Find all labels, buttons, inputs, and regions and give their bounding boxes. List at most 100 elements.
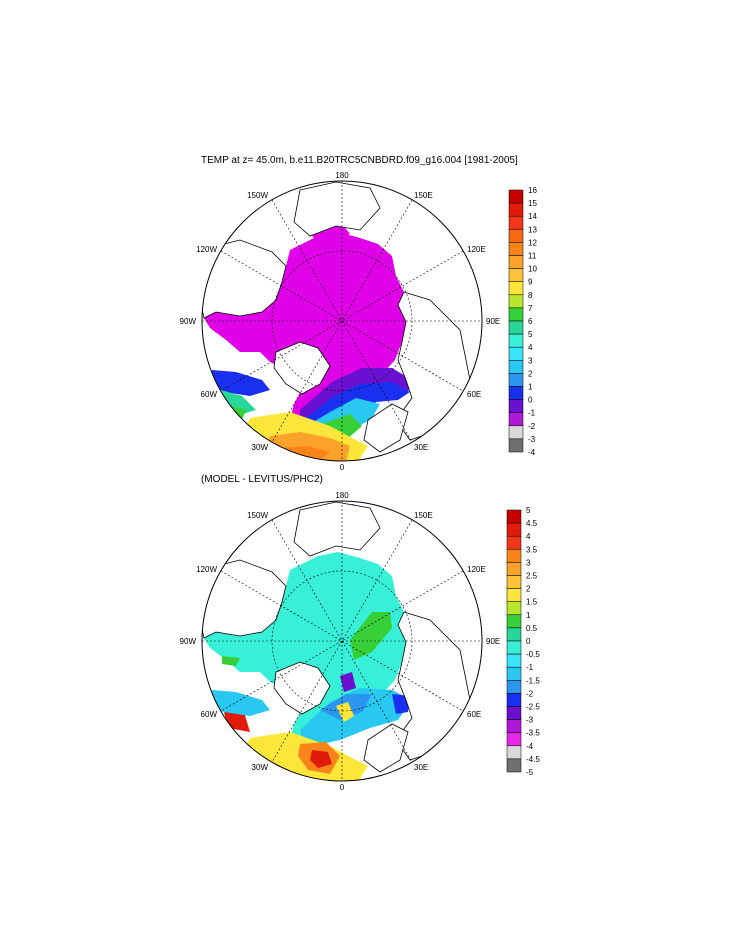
colorbar1-box — [508, 373, 524, 387]
colorbar2-tick-label: -3 — [526, 716, 534, 725]
colorbar2-tick-label: 4.5 — [526, 519, 538, 528]
colorbar1-tick-label: 10 — [528, 265, 537, 274]
p2-canada-green — [222, 656, 240, 666]
p1-lbl-60w: 60W — [201, 390, 218, 399]
colorbar1-box — [508, 425, 524, 440]
colorbar2-tick-label: 4 — [526, 532, 531, 541]
p1-lbl-30w: 30W — [252, 443, 269, 452]
panel2-colorbar: 5 4.5 4 3.5 3 2.5 2 1.5 1 0.5 0 -0.5 -1 -1.5 -2 -2.5 -3 -… — [506, 506, 540, 777]
p2-baffin-blue — [208, 690, 270, 716]
p2-lbl-150w: 150W — [247, 511, 268, 520]
p1-bering-purple — [312, 226, 350, 242]
colorbar1-tick-label: 1 — [528, 383, 533, 392]
p1-lbl-90e: 90E — [486, 317, 500, 326]
p1-lbl-0: 0 — [340, 463, 345, 472]
p2-fram-purple — [340, 672, 356, 692]
colorbar1-box — [508, 202, 524, 217]
p1-land-greenland — [273, 341, 331, 395]
p2-land-greenland — [273, 661, 331, 715]
colorbar1-box — [508, 268, 524, 282]
colorbar2-box — [506, 535, 522, 550]
colorbar2-tick-label: -5 — [526, 768, 534, 777]
p2-lbl-150e: 150E — [414, 511, 433, 520]
colorbar1-box — [508, 229, 524, 243]
p1-land-america — [202, 239, 287, 319]
colorbar1-box — [508, 438, 524, 453]
p2-lbl-60w: 60W — [201, 710, 218, 719]
colorbar2-box — [506, 745, 522, 760]
colorbar1-tick-label: 11 — [528, 252, 537, 261]
colorbar1-tick-label: 4 — [528, 343, 533, 352]
panel2-map: 180 0 90W 90E 150W 120W 150E 120E 60W 30… — [180, 491, 541, 792]
colorbar1-box — [508, 333, 524, 348]
colorbar1-box — [508, 412, 524, 427]
colorbar2-box — [506, 666, 522, 681]
p1-graticule — [202, 181, 482, 461]
colorbar2-tick-label: 2.5 — [526, 572, 538, 581]
panel1-title: TEMP at z= 45.0m, b.e11.B20TRC5CNBDRD.f0… — [201, 155, 518, 166]
colorbar1-tick-label: 5 — [528, 330, 533, 339]
p1-land-eurasia — [395, 291, 471, 441]
p1-lbl-150e: 150E — [414, 191, 433, 200]
colorbar1-tick-label: 9 — [528, 278, 533, 287]
p2-lbl-90e: 90E — [486, 637, 500, 646]
p2-lbl-90w: 90W — [180, 637, 197, 646]
p2-siberian-green — [350, 612, 392, 660]
colorbar1-box — [508, 307, 524, 322]
colorbar1-box — [508, 346, 524, 361]
colorbar1-tick-label: 6 — [528, 317, 533, 326]
colorbar1-box — [508, 189, 524, 204]
colorbar1-box — [508, 281, 524, 296]
p2-lbl-30w: 30W — [252, 763, 269, 772]
colorbar1-tick-label: 8 — [528, 291, 533, 300]
colorbar1-tick-label: -3 — [528, 435, 536, 444]
colorbar2-box — [506, 680, 522, 694]
colorbar2-tick-label: 5 — [526, 506, 531, 515]
p1-lbl-150w: 150W — [247, 191, 268, 200]
p1-baffin — [208, 370, 270, 396]
panel2-title: (MODEL - LEVITUS/PHC2) — [201, 474, 323, 485]
colorbar1-tick-label: 15 — [528, 199, 537, 208]
colorbar1-tick-label: 16 — [528, 186, 537, 195]
colorbar2-tick-label: -2.5 — [526, 703, 540, 712]
colorbar1-tick-label: 14 — [528, 212, 537, 221]
colorbar2-tick-label: 0.5 — [526, 624, 538, 633]
colorbar1-box — [508, 399, 524, 413]
colorbar1-tick-label: -2 — [528, 422, 536, 431]
panel1-map: 180 0 90W 90E 150W 120W 150E 120E 60W 30… — [180, 171, 538, 472]
colorbar2-tick-label: 3.5 — [526, 545, 538, 554]
colorbar2-box — [506, 706, 522, 720]
p2-land-america — [202, 559, 287, 639]
p1-lbl-30e: 30E — [414, 443, 428, 452]
colorbar1-tick-label: 7 — [528, 304, 533, 313]
colorbar2-box — [506, 627, 522, 642]
colorbar2-tick-label: -3.5 — [526, 729, 540, 738]
colorbar1-tick-label: 2 — [528, 369, 533, 378]
colorbar2-tick-label: -4.5 — [526, 755, 540, 764]
colorbar1-box — [508, 386, 524, 400]
colorbar1-box — [508, 294, 524, 309]
colorbar2-box — [506, 522, 522, 537]
p2-lbl-120e: 120E — [467, 565, 486, 574]
colorbar2-box — [506, 614, 522, 629]
colorbar1-tick-label: 3 — [528, 356, 533, 365]
colorbar2-tick-label: 1.5 — [526, 598, 538, 607]
colorbar1-tick-label: 12 — [528, 238, 537, 247]
p1-land-alaska — [293, 181, 381, 237]
p2-lbl-60e: 60E — [467, 710, 481, 719]
colorbar1-box — [508, 215, 524, 230]
colorbar2-box — [506, 732, 522, 747]
colorbar2-tick-label: -4 — [526, 742, 534, 751]
colorbar2-box — [506, 601, 522, 616]
colorbar1-box — [508, 360, 524, 374]
p2-graticule — [202, 501, 482, 781]
colorbar1-box — [508, 255, 524, 269]
colorbar2-box — [506, 640, 522, 655]
colorbar2-tick-label: -1 — [526, 663, 534, 672]
colorbar2-tick-label: -0.5 — [526, 650, 540, 659]
colorbar2-tick-label: -1.5 — [526, 676, 540, 685]
colorbar2-tick-label: 1 — [526, 611, 531, 620]
colorbar2-box — [506, 562, 522, 576]
